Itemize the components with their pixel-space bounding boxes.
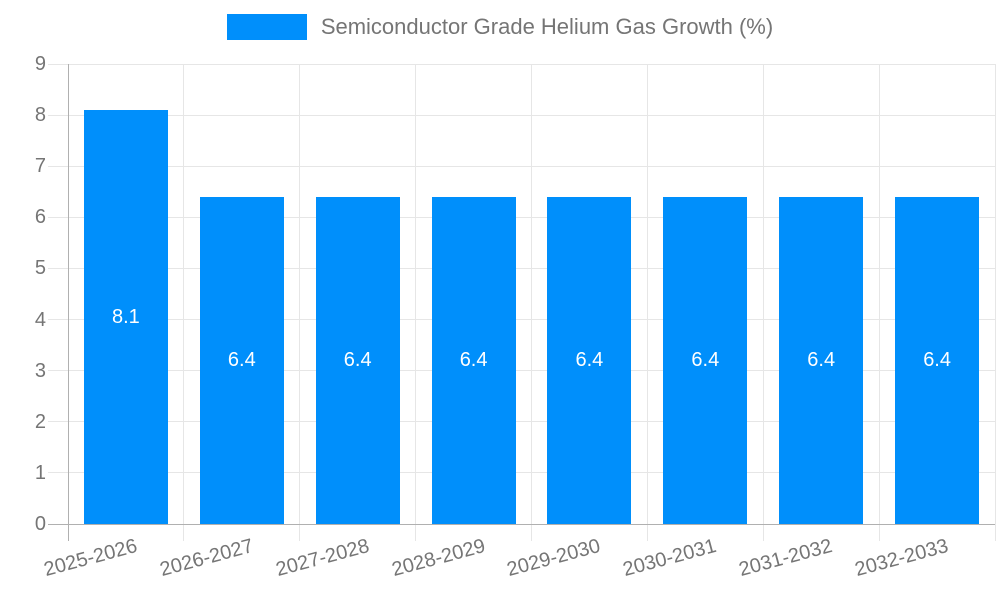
y-axis-tick-label: 2	[34, 410, 46, 433]
gridline-horizontal	[48, 165, 995, 167]
bar: 6.4	[431, 196, 516, 524]
bar: 6.4	[199, 196, 284, 524]
x-axis-tick-label: 2029-2030	[504, 535, 604, 582]
gridline-horizontal	[48, 267, 995, 269]
gridline-horizontal	[48, 63, 995, 65]
x-axis-tick-label: 2032-2033	[852, 535, 951, 582]
gridline-horizontal	[48, 421, 995, 423]
y-axis-tick-label: 0	[34, 513, 46, 535]
x-axis-tick-label: 2025-2026	[41, 535, 140, 582]
bar-value-label: 8.1	[111, 306, 140, 328]
x-axis-line	[48, 523, 995, 525]
y-axis-tick-label: 8	[34, 104, 46, 127]
bar-value-label: 6.4	[807, 349, 836, 372]
y-axis-tick-label: 7	[34, 155, 46, 178]
x-axis-tick-label: 2026-2027	[157, 535, 256, 582]
legend-swatch[interactable]	[226, 14, 307, 40]
bar-value-label: 6.4	[923, 349, 951, 372]
gridline-vertical	[878, 64, 880, 541]
bar-value-label: 6.4	[691, 349, 720, 372]
y-axis-tick-label: 4	[34, 308, 46, 331]
gridline-vertical	[415, 64, 417, 541]
y-axis-tick-label: 9	[34, 53, 46, 75]
bar: 6.4	[779, 196, 864, 524]
x-axis-tick-label: 2030-2031	[620, 535, 719, 582]
bar-value-label: 6.4	[575, 349, 604, 372]
bar: 6.4	[315, 196, 400, 524]
bar-value-label: 6.4	[459, 349, 488, 372]
y-axis-tick-label: 6	[34, 206, 46, 229]
legend-label[interactable]: Semiconductor Grade Helium Gas Growth (%…	[320, 14, 774, 39]
gridline-horizontal	[48, 472, 995, 474]
gridline-vertical	[994, 64, 996, 541]
x-axis-tick-label: 2031-2032	[736, 535, 835, 582]
bar-value-label: 6.4	[227, 349, 256, 372]
gridline-vertical	[762, 64, 764, 541]
gridline-vertical	[299, 64, 301, 541]
gridline-vertical	[183, 64, 185, 541]
x-axis-tick-label: 2027-2028	[273, 535, 372, 582]
y-axis-line	[67, 64, 69, 541]
gridline-horizontal	[48, 370, 995, 372]
y-axis-tick-label: 3	[34, 359, 46, 382]
gridline-horizontal	[48, 114, 995, 116]
bar-value-label: 6.4	[343, 349, 372, 372]
gridline-horizontal	[48, 319, 995, 321]
gridline-horizontal	[48, 216, 995, 218]
y-axis-tick-label: 1	[34, 461, 46, 484]
gridline-vertical	[646, 64, 648, 541]
x-axis-tick-label: 2028-2029	[389, 535, 488, 582]
bar: 6.4	[895, 196, 980, 524]
bar: 8.1	[83, 110, 168, 524]
legend: Semiconductor Grade Helium Gas Growth (%…	[0, 14, 1000, 40]
bar: 6.4	[663, 196, 748, 524]
gridline-vertical	[531, 64, 532, 541]
y-axis-tick-label: 5	[34, 257, 46, 280]
bar: 6.4	[547, 196, 632, 524]
